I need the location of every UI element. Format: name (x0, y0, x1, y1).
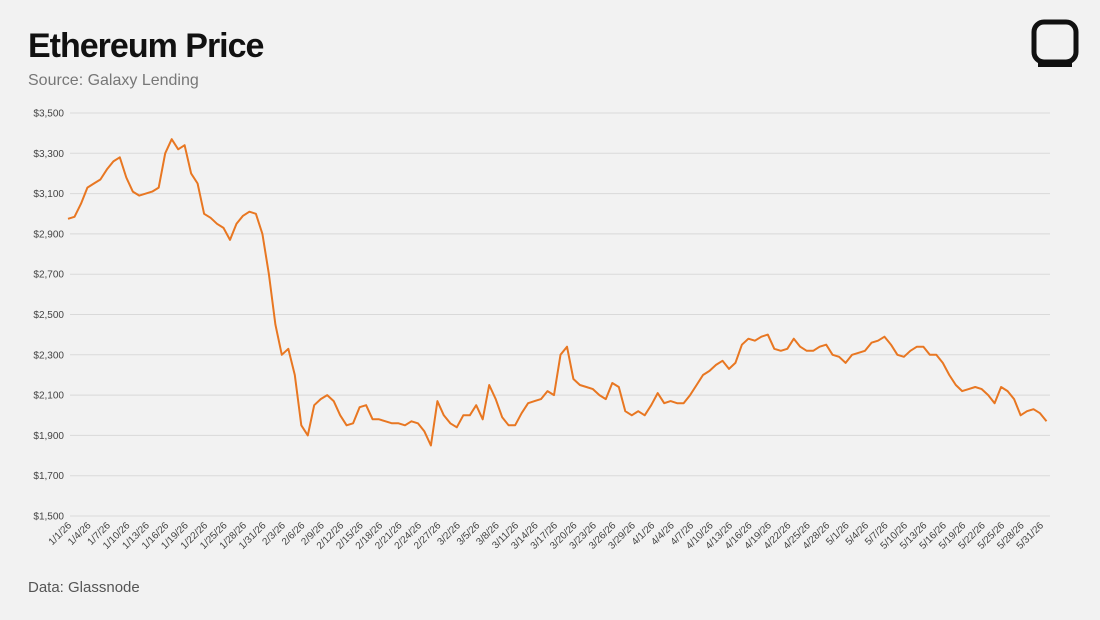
y-tick-label: $2,300 (33, 350, 64, 361)
y-tick-label: $2,700 (33, 270, 64, 281)
y-tick-label: $3,300 (33, 149, 64, 160)
y-tick-label: $1,900 (33, 431, 64, 442)
y-tick-label: $1,500 (33, 512, 64, 523)
y-tick-label: $3,100 (33, 189, 64, 200)
y-tick-label: $2,900 (33, 229, 64, 240)
chart-title: Ethereum Price (28, 27, 264, 65)
price-line (67, 138, 1048, 447)
chart-subtitle: Source: Galaxy Lending (28, 72, 199, 89)
footnote: Data: Glassnode (28, 579, 140, 596)
y-tick-label: $1,700 (33, 471, 64, 482)
y-tick-label: $2,100 (33, 391, 64, 402)
y-tick-label: $2,500 (33, 310, 64, 321)
y-tick-label: $3,500 (33, 109, 64, 120)
logo (1031, 19, 1079, 67)
